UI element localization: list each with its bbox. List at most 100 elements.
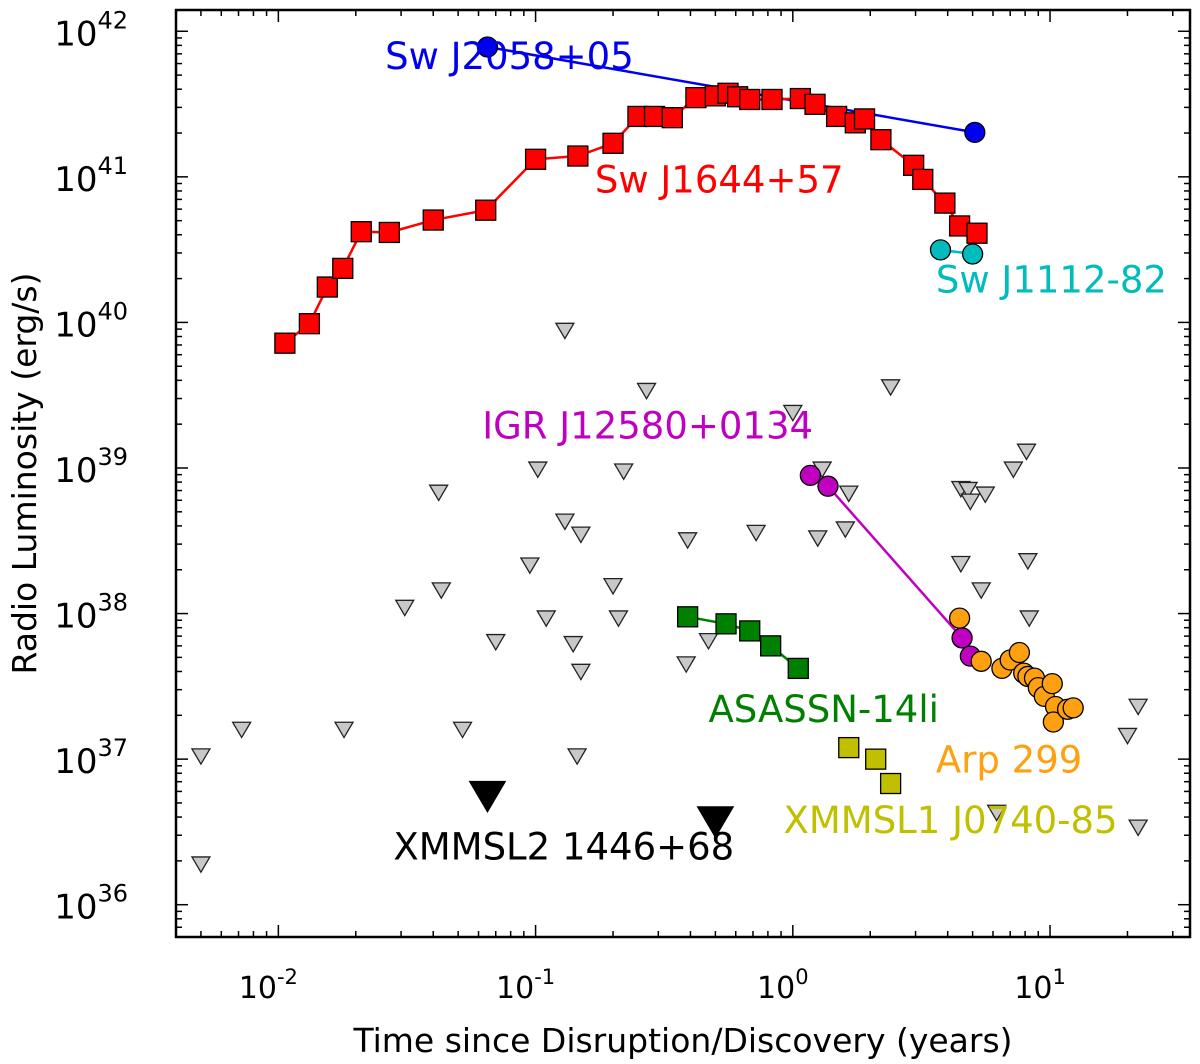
sw-j1644-57-point: [685, 86, 707, 109]
upper-limit-marker: [636, 382, 657, 401]
igr-j12580-0134-line: [809, 474, 972, 657]
upper-limit-marker: [536, 610, 557, 628]
upper-limit-marker: [602, 578, 624, 596]
igr-j12580-0134-point: [799, 464, 822, 487]
upper-limit-marker: [880, 379, 901, 397]
sw-j1644-57-point: [378, 221, 400, 244]
upper-limit-marker: [485, 633, 506, 652]
arp-299-point: [1041, 673, 1063, 695]
upper-limit-marker: [676, 656, 697, 674]
sw-j2058-05-point: [964, 121, 986, 144]
upper-limit-marker: [431, 582, 452, 600]
y-tick-label: 1039: [54, 443, 128, 491]
upper-limit-marker: [1003, 461, 1024, 479]
upper-limit-marker: [231, 721, 252, 739]
arp-299-point: [1008, 641, 1031, 664]
igr-j12580-0134-point: [951, 627, 973, 649]
upper-limit-marker: [519, 557, 540, 575]
upper-limit-marker: [1016, 443, 1037, 461]
sw-j1112-82-point: [961, 243, 984, 265]
arp-299-point: [1062, 697, 1084, 719]
xmmsl2-1446-68-label: XMMSL2 1446+68: [393, 825, 734, 868]
sw-j1644-57-point: [661, 107, 683, 129]
sw-j1644-57-point: [643, 105, 666, 128]
y-tick-label: 1040: [54, 297, 128, 345]
upper-limit-marker: [527, 461, 548, 479]
upper-limit-marker: [333, 721, 355, 739]
arp-299-point: [948, 607, 971, 629]
xmmsl1-j0740-85-point: [838, 736, 860, 759]
asassn-14li-point: [739, 620, 761, 642]
upper-limit-marker: [1127, 819, 1149, 837]
upper-limit-marker: [394, 599, 415, 617]
upper-limit-marker: [1117, 727, 1138, 746]
sw-j1644-57-point: [274, 332, 296, 354]
sw-j1644-57-point: [870, 129, 892, 151]
upper-limit-marker: [971, 582, 992, 600]
y-tick-label: 1038: [54, 589, 128, 637]
y-tick-label: 1036: [54, 880, 128, 928]
y-tick-label: 1037: [54, 734, 128, 782]
igr-j12580-0134-point: [817, 475, 839, 497]
x-tick-label: 10-2: [239, 965, 298, 1006]
upper-limit-marker: [782, 404, 803, 423]
sw-j1644-57-point: [853, 108, 876, 130]
upper-limits-layer: [190, 322, 1149, 874]
upper-limit-marker: [452, 721, 473, 739]
sw-j1644-57-point: [524, 148, 547, 170]
upper-limit-marker: [677, 532, 698, 550]
upper-limit-marker: [807, 530, 828, 548]
upper-limit-marker: [566, 748, 588, 766]
upper-limit-marker: [608, 610, 629, 628]
y-axis-label: Radio Luminosity (erg/s): [5, 273, 44, 675]
arp-299-point: [1042, 711, 1065, 733]
sw-j1644-57-point: [567, 145, 589, 167]
upper-limit-marker: [190, 748, 212, 766]
upper-limit-marker: [745, 524, 767, 542]
sw-j1644-57-point: [966, 222, 988, 244]
upper-limit-marker: [190, 856, 212, 874]
upper-limit-marker: [554, 513, 576, 531]
upper-limit-marker: [570, 663, 592, 681]
upper-limit-marker: [957, 481, 979, 500]
sw-j1644-57-point: [316, 276, 338, 298]
upper-limit-marker: [554, 322, 576, 340]
asassn-14li-point: [676, 606, 699, 628]
x-axis-label: Time since Disruption/Discovery (years): [352, 1021, 1012, 1060]
xmmsl1-j0740-85-label: XMMSL1 J0740-85: [784, 799, 1118, 842]
upper-limit-marker: [960, 493, 981, 511]
sw-j2058-05-label: Sw J2058+05: [385, 35, 634, 78]
upper-limit-marker: [698, 632, 719, 651]
x-tick-label: 100: [757, 965, 809, 1006]
asassn-14li-point: [715, 613, 737, 635]
upper-limit-marker: [975, 486, 996, 504]
upper-limit-marker: [1017, 553, 1039, 571]
igr-j12580-0134-label: IGR J12580+0134: [482, 404, 813, 447]
upper-limit-marker: [1127, 698, 1149, 716]
y-tick-label: 1042: [54, 6, 128, 54]
upper-limit-marker: [1019, 610, 1040, 628]
axis-ticks-layer: 10-2 10-1 100 101 1036 1037 1038 1039 1040 1041 10…: [54, 6, 1190, 1006]
sw-j1644-57-point: [350, 221, 372, 243]
xmmsl2-1446-68-point: [696, 806, 735, 839]
y-tick-label: 1041: [54, 152, 128, 200]
asassn-14li-label: ASASSN-14li: [708, 688, 938, 731]
sw-j1644-57-point: [298, 313, 321, 335]
upper-limit-marker: [835, 521, 856, 539]
x-tick-label: 10-1: [496, 965, 555, 1006]
sw-j1644-57-point: [934, 192, 956, 214]
sw-j1644-57-point: [761, 88, 783, 111]
asassn-14li-point: [787, 657, 809, 680]
upper-limit-marker: [613, 463, 634, 481]
upper-limit-marker: [986, 804, 1007, 822]
xmmsl1-j0740-85-point: [879, 772, 902, 795]
asassn-14li-point: [760, 635, 782, 657]
plot-frame: [174, 8, 1192, 939]
upper-limit-marker: [950, 555, 971, 574]
sw-j1644-57-point: [739, 88, 761, 111]
sw-j1644-57-point: [804, 93, 826, 115]
sw-j1112-82-point: [929, 239, 952, 261]
upper-limit-marker: [428, 484, 449, 502]
arp-299-label: Arp 299: [936, 738, 1082, 781]
